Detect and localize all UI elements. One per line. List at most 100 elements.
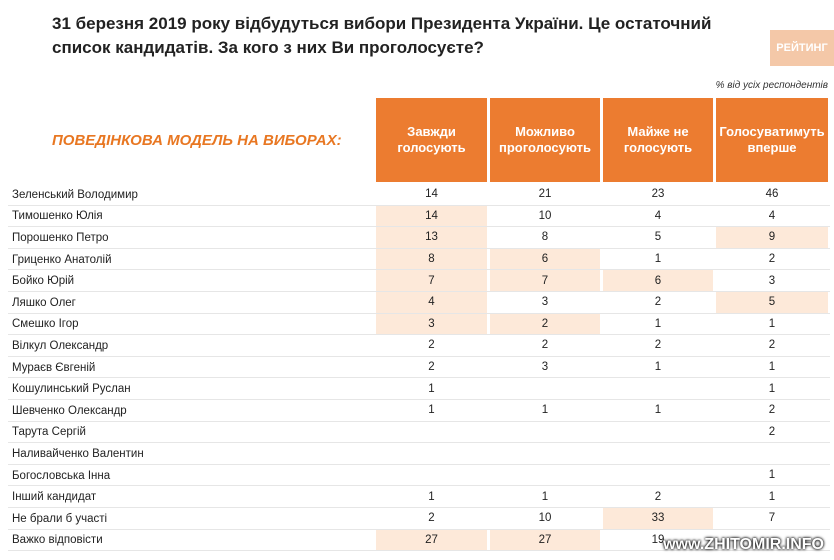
table-cell: 2 <box>768 425 776 438</box>
table-cell: 1 <box>654 404 662 417</box>
row-label: Бойко Юрій <box>12 275 75 288</box>
table-cell: 8 <box>376 248 487 270</box>
table-cell: 1 <box>768 361 776 374</box>
row-label: Вілкул Олександр <box>12 339 109 352</box>
table-cell: 1 <box>654 253 662 266</box>
table-cell: 1 <box>428 404 435 417</box>
table-cell: 2 <box>428 339 435 352</box>
table-cell: 4 <box>768 209 776 222</box>
table-cell: 1 <box>541 404 549 417</box>
row-separator <box>8 312 830 314</box>
row-separator <box>8 204 830 206</box>
table-cell <box>490 378 600 399</box>
table-cell <box>603 378 713 399</box>
table-cell: 14 <box>425 188 438 201</box>
row-label: Гриценко Анатолій <box>12 253 112 266</box>
table-cell <box>490 422 600 443</box>
row-separator <box>8 463 830 465</box>
table-cell: 1 <box>428 382 435 395</box>
table-cell <box>490 443 600 464</box>
table-cell: 6 <box>490 248 600 270</box>
row-label: Зеленський Володимир <box>12 188 138 201</box>
row-separator <box>8 247 830 249</box>
row-label: Кошулинський Руслан <box>12 383 131 396</box>
table-cell: 1 <box>768 317 776 330</box>
row-separator <box>8 485 830 487</box>
table-cell: 7 <box>376 270 487 291</box>
section-label: ПОВЕДІНКОВА МОДЕЛЬ НА ВИБОРАХ: <box>52 132 342 149</box>
table-cell: 13 <box>376 227 487 248</box>
table-cell <box>716 443 828 464</box>
table-cell <box>376 422 487 443</box>
row-separator <box>8 528 830 530</box>
table-cell: 21 <box>538 188 552 201</box>
table-cell: 3 <box>541 361 549 374</box>
row-label: Тимошенко Юлія <box>12 210 103 223</box>
logo: РЕЙТИНГ <box>770 30 834 66</box>
row-separator <box>8 442 830 444</box>
column-header: Завжди голосують <box>376 98 487 182</box>
table-cell: 23 <box>651 188 665 201</box>
table-cell: 4 <box>654 209 662 222</box>
table-cell: 2 <box>541 339 549 352</box>
row-separator <box>8 269 830 271</box>
table-cell: 10 <box>538 209 552 222</box>
row-separator <box>8 226 830 228</box>
table-cell: 8 <box>541 231 549 244</box>
table-cell: 1 <box>428 490 435 503</box>
table-cell <box>603 465 713 486</box>
table-cell: 1 <box>768 469 776 482</box>
row-label: Не брали б участі <box>12 512 108 525</box>
row-label: Тарута Сергій <box>12 426 86 439</box>
row-label: Богословська Інна <box>12 469 111 482</box>
table-cell: 5 <box>716 292 828 313</box>
table-cell: 19 <box>651 533 665 546</box>
column-header: Можливо проголосують <box>490 98 600 182</box>
table-cell: 2 <box>768 253 776 266</box>
row-separator <box>8 355 830 357</box>
row-label: Смешко Ігор <box>12 318 79 331</box>
table-cell: 3 <box>768 274 776 287</box>
table-cell: 9 <box>716 227 828 248</box>
table-cell: 5 <box>654 231 662 244</box>
row-separator <box>8 334 830 336</box>
table-cell: 2 <box>654 490 662 503</box>
row-label: Порошенко Петро <box>12 231 109 244</box>
row-label: Наливайченко Валентин <box>12 447 144 460</box>
row-label: Мураєв Євгеній <box>12 361 96 374</box>
table-cell <box>603 422 713 443</box>
row-separator <box>8 291 830 292</box>
table-cell: 2 <box>428 361 435 374</box>
column-header: Голосуватимуть вперше <box>716 98 828 182</box>
row-label: Ляшко Олег <box>12 296 76 309</box>
table-cell: 1 <box>541 490 549 503</box>
table-cell: 1 <box>654 361 662 374</box>
table-cell: 2 <box>428 512 435 525</box>
table-cell: 10 <box>538 512 552 525</box>
table-cell: 6 <box>603 270 713 291</box>
table-cell: 27 <box>490 529 600 551</box>
row-label: Інший кандидат <box>12 491 97 504</box>
table-cell: 46 <box>765 188 779 201</box>
note: % від усіх респондентів <box>715 80 828 91</box>
table-cell: 1 <box>768 490 776 503</box>
table-cell: 27 <box>376 529 487 551</box>
row-separator <box>8 550 830 552</box>
table-cell: 2 <box>768 339 776 352</box>
table-cell: 3 <box>376 313 487 335</box>
table-cell <box>490 465 600 486</box>
table-cell: 4 <box>376 292 487 313</box>
table-cell: 33 <box>603 508 713 529</box>
table-cell: 2 <box>654 339 662 352</box>
row-separator <box>8 377 830 379</box>
table-cell: 7 <box>490 270 600 291</box>
row-separator <box>8 507 830 508</box>
title: 31 березня 2019 року відбудуться вибори … <box>52 14 712 57</box>
row-separator <box>8 420 830 422</box>
table-cell <box>603 443 713 464</box>
table-cell: 2 <box>654 296 662 309</box>
row-separator <box>8 399 830 400</box>
table-cell: 7 <box>768 512 776 525</box>
table-cell <box>376 465 487 486</box>
